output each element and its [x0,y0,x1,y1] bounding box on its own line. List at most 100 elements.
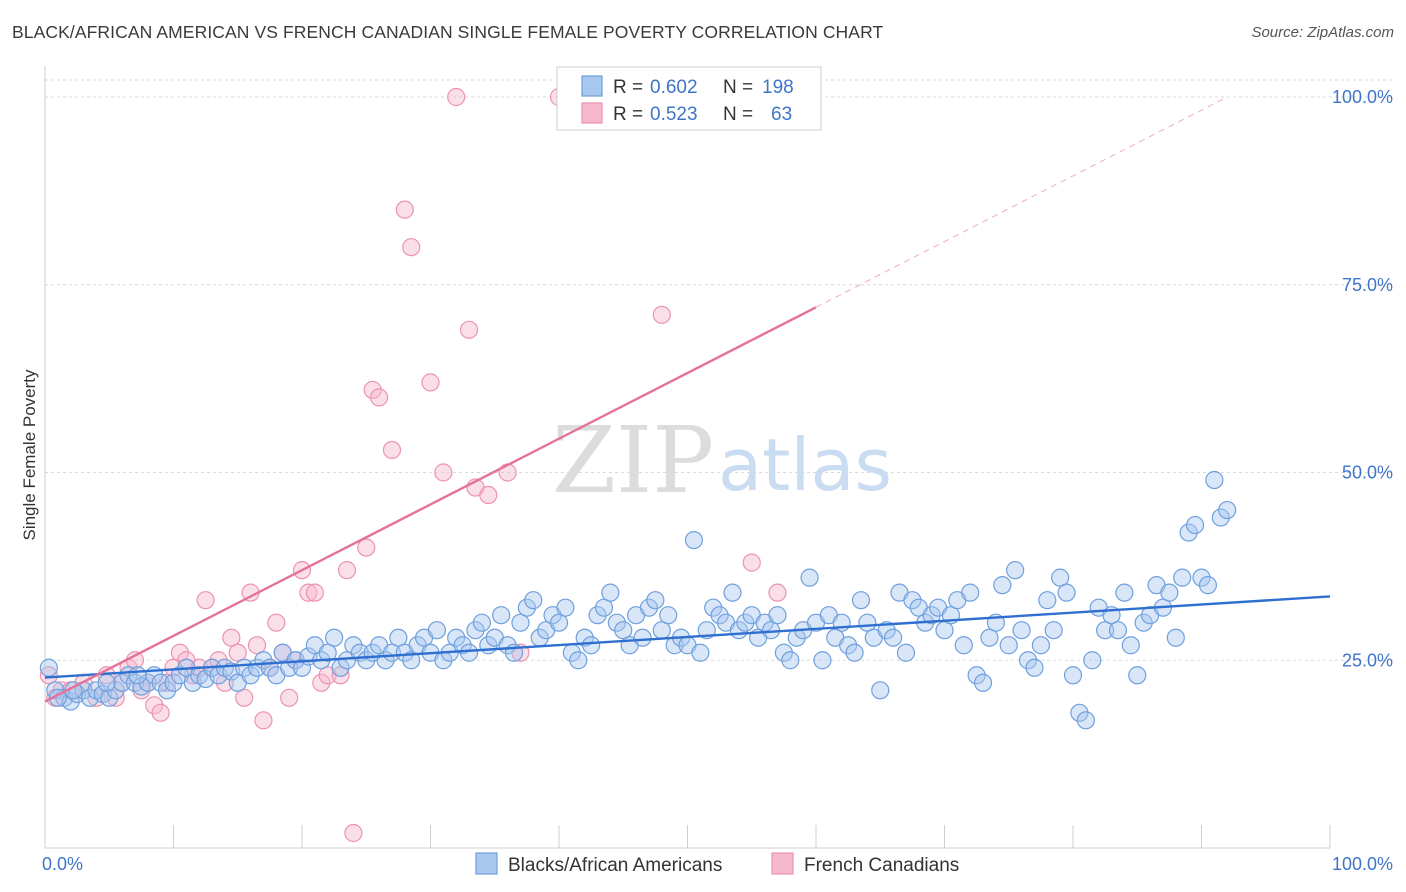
blacks-point-88 [607,613,626,632]
bottom-legend-label-pink: French Canadians [804,855,959,876]
blacks-point-156 [1044,621,1063,640]
blacks-point-120 [813,651,832,670]
gridlines [45,79,1393,661]
blacks-point-170 [1134,613,1153,632]
blacks-point-177 [1179,523,1198,542]
blacks-point-64 [453,636,472,655]
chart-title: BLACK/AFRICAN AMERICAN VS FRENCH CANADIA… [12,22,884,42]
blacks-point-66 [466,621,485,640]
blacks-point-100 [684,530,704,550]
blacks-point-74 [517,598,536,617]
y-axis-label: Single Female Poverty [20,369,39,541]
french-canadians-point-56 [498,463,517,482]
blacks-point-39 [292,658,312,677]
blacks-point-157 [1051,568,1070,587]
blacks-point-133 [896,643,916,662]
axes [44,66,1331,849]
french-canadians-point-45 [363,380,382,399]
blacks-point-85 [588,606,607,625]
blacks-point-124 [839,636,858,655]
legend-r-value-pink: 0.523 [650,104,698,125]
trend-line-french-canadians-extension [815,96,1228,308]
blacks-point-113 [768,606,787,625]
legend-n-value-pink: 63 [771,104,792,125]
blacks-point-159 [1063,666,1083,685]
blacks-point-44 [325,628,344,647]
blacks-point-129 [871,681,890,700]
blacks-point-67 [472,613,491,632]
blacks-point-137 [922,606,941,625]
blacks-point-179 [1192,568,1211,587]
blacks-point-146 [980,628,999,647]
french-canadians-point-26 [228,643,247,662]
blacks-point-83 [575,628,594,647]
blacks-point-150 [1006,561,1025,580]
blacks-point-175 [1166,628,1185,647]
french-canadians-point-46 [370,388,389,407]
blacks-point-160 [1070,703,1089,722]
blacks-point-148 [993,576,1012,595]
french-canadians-point-49 [402,238,421,257]
blacks-point-101 [691,643,710,662]
blacks-point-19 [164,673,183,692]
french-canadians-point-29 [247,636,267,655]
blacks-point-183 [1218,500,1237,520]
french-canadians-point-51 [434,463,453,482]
blacks-point-94 [646,591,665,610]
trend-line-french-canadians [44,306,817,703]
blacks-point-125 [845,643,864,662]
french-canadians-point-53 [459,320,479,339]
blacks-point-75 [524,591,543,610]
blacks-point-43 [318,643,337,662]
legend-n-label-blue: N = [723,77,753,98]
blacks-point-114 [774,643,793,662]
french-canadians-point-27 [235,688,254,707]
french-canadians-point-60 [652,305,671,324]
french-canadians-point-24 [215,673,234,692]
blacks-point-31 [241,666,260,685]
french-canadians-point-41 [331,666,350,685]
blacks-point-131 [883,628,903,647]
blacks-point-161 [1076,711,1095,730]
blacks-point-82 [569,651,588,670]
french-canadians-point-39 [312,673,331,692]
blacks-point-47 [344,636,363,655]
legend-r-label-blue: R = [613,77,643,98]
legend-n-value-blue: 198 [762,77,794,98]
french-canadians-point-48 [395,200,414,219]
french-canadians-point-55 [479,485,498,505]
y-tick-label-2: 75.0% [1342,275,1393,295]
y-tick-label-0: 25.0% [1342,650,1393,670]
watermark: ZIP atlas [552,407,892,514]
blacks-point-106 [723,583,742,602]
blacks-point-96 [659,606,678,625]
french-canadians-point-14 [151,703,170,722]
blacks-point-86 [594,598,614,617]
french-canadians-point-42 [337,561,357,580]
blacks-point-176 [1173,568,1192,587]
french-canadians-point-47 [382,440,402,460]
french-canadians-point-13 [145,696,164,715]
watermark-zip: ZIP [552,407,714,514]
trend-line-blacks [44,595,1331,679]
blacks-point-89 [614,621,633,640]
blacks-point-73 [511,613,530,632]
blacks-point-166 [1108,621,1128,640]
french-canadians-point-52 [447,87,466,107]
blacks-point-153 [1025,658,1044,677]
blacks-point-92 [633,628,652,647]
blacks-point-154 [1031,636,1050,655]
blacks-point-151 [1012,621,1031,640]
y-tick-labels: 25.0% 50.0% 75.0% 100.0% [1332,87,1393,670]
y-tick-label-1: 50.0% [1342,463,1393,483]
french-canadians-point-21 [196,591,215,610]
blacks-point-54 [389,628,408,647]
blacks-point-17 [151,673,170,692]
legend-swatch-blue [581,75,603,97]
blacks-point-93 [639,598,659,617]
blacks-point-9 [100,688,119,707]
blacks-point-182 [1211,508,1230,527]
blacks-point-118 [800,568,819,587]
blacks-point-56 [402,651,421,670]
blacks-point-162 [1083,651,1102,670]
